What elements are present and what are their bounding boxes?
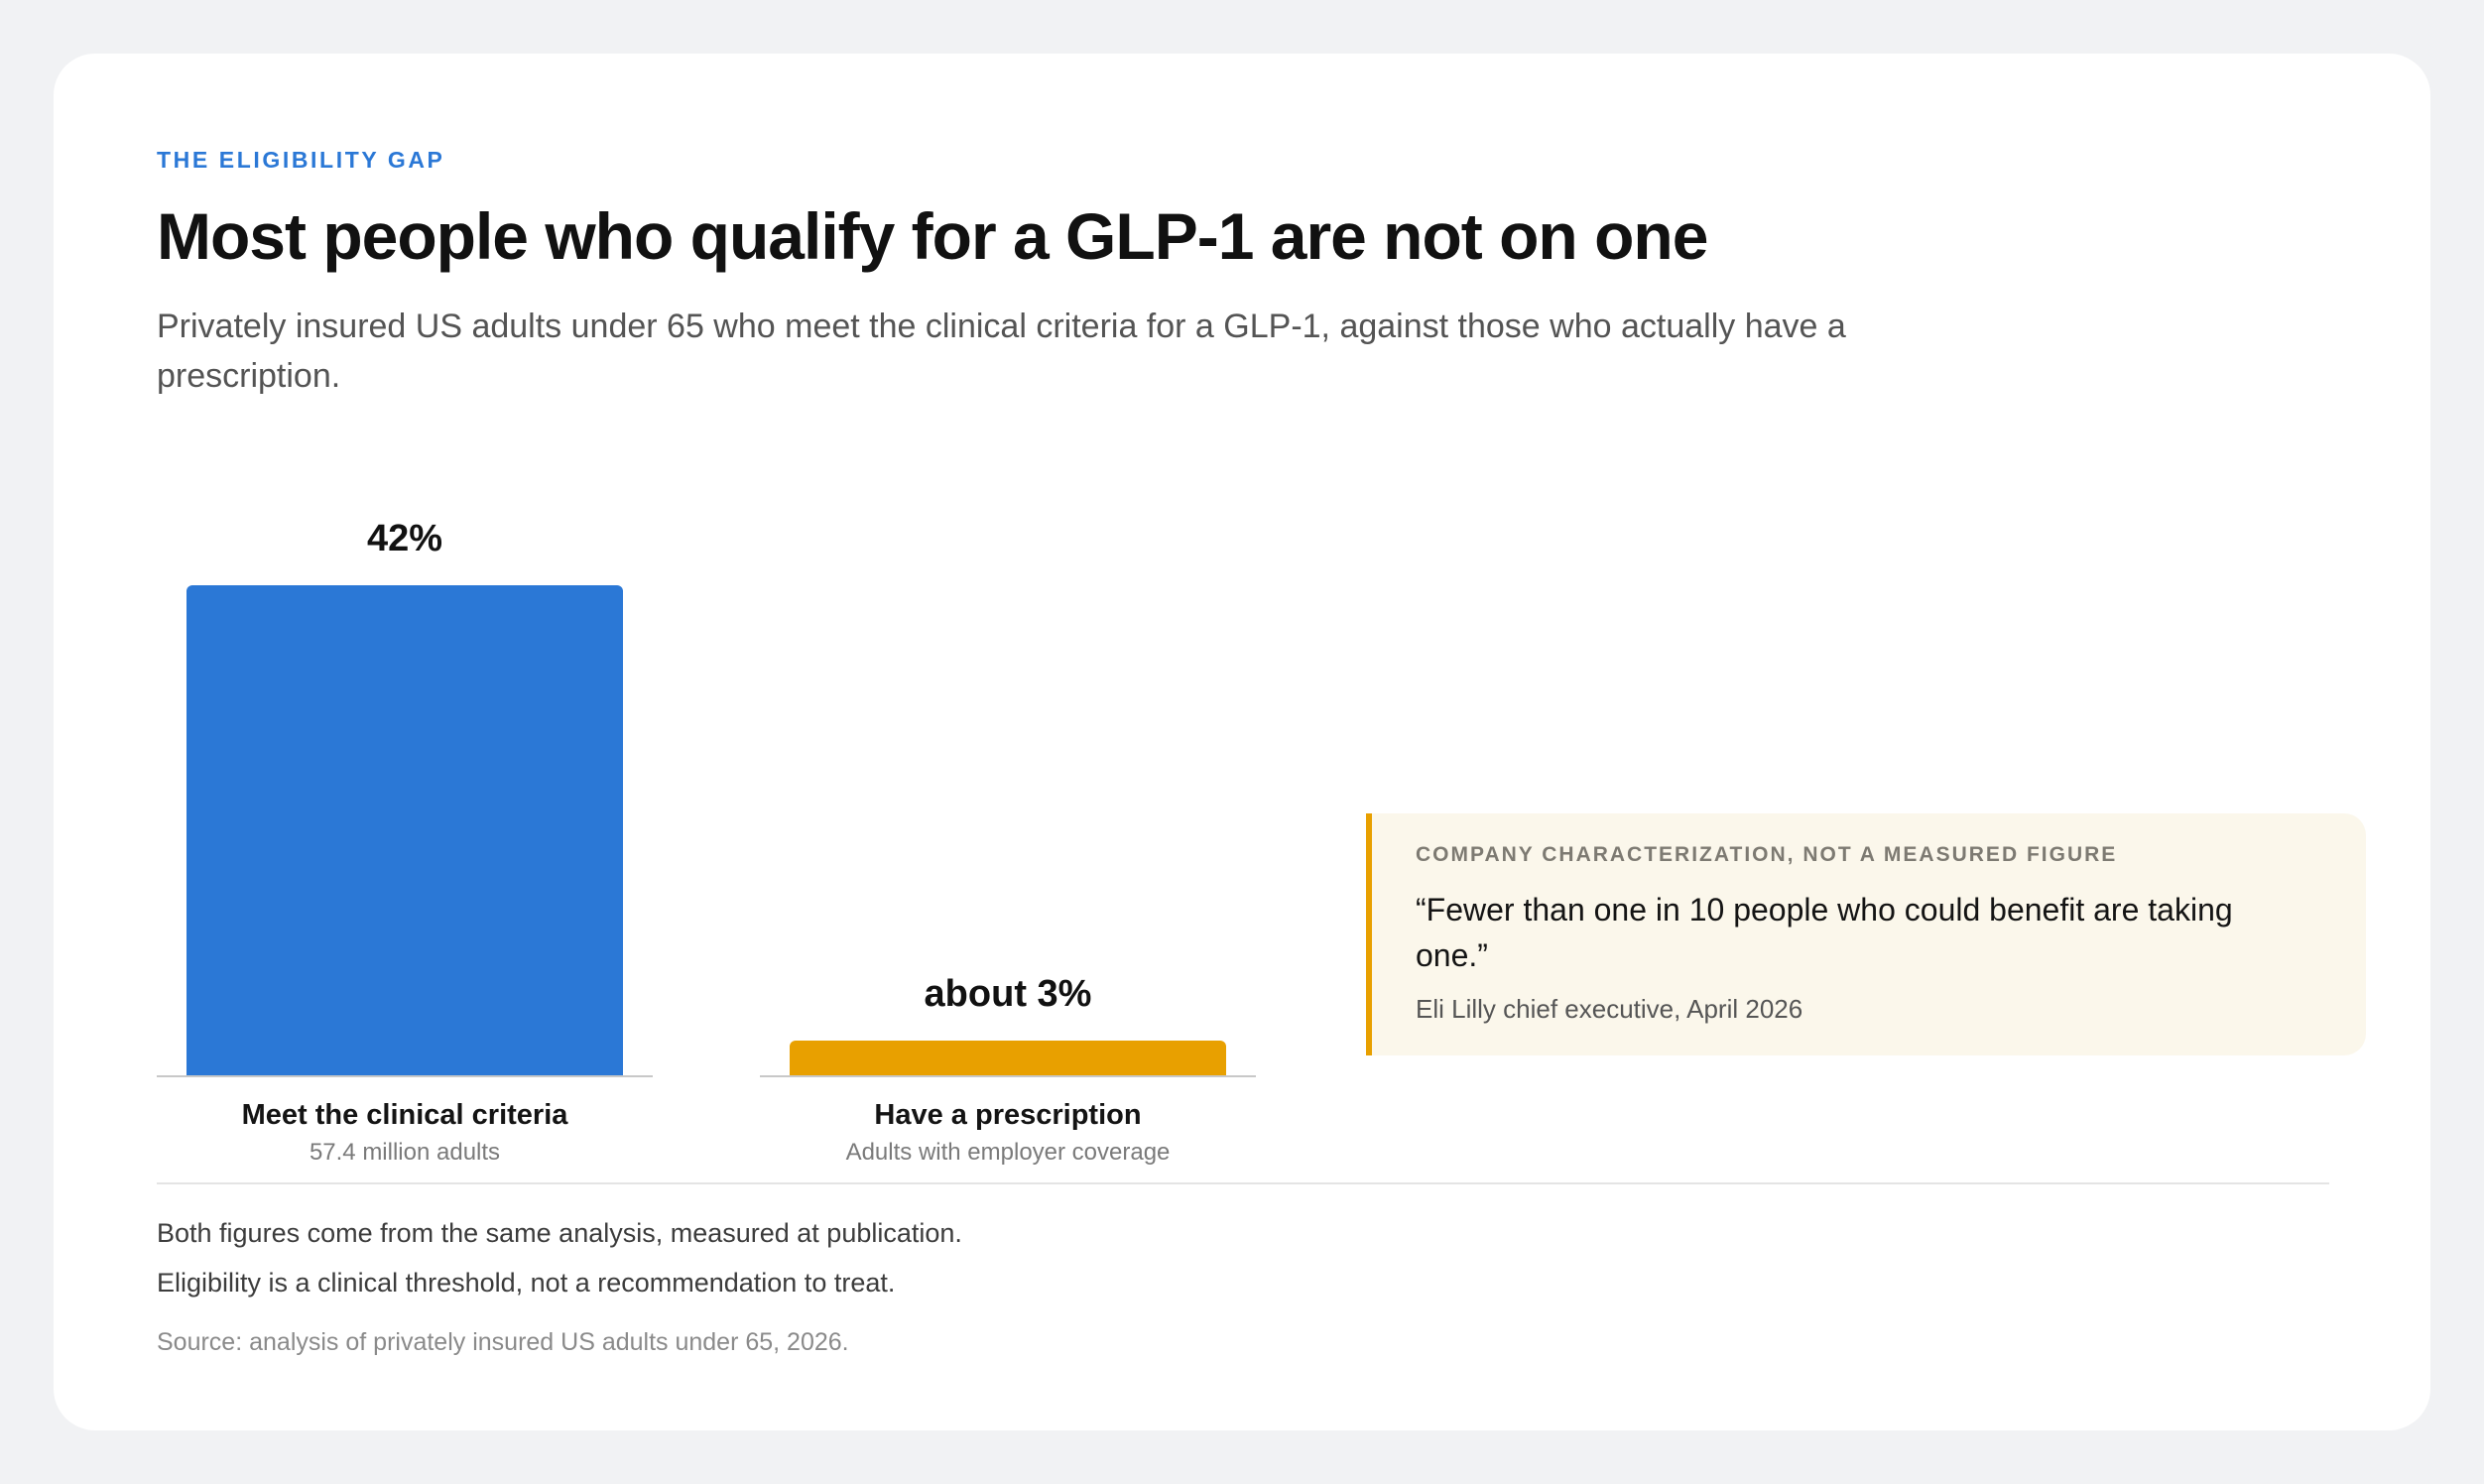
callout-tag: COMPANY CHARACTERIZATION, NOT A MEASURED…: [1416, 843, 2118, 866]
source-note: Source: analysis of privately insured US…: [157, 1328, 849, 1356]
quote-callout: COMPANY CHARACTERIZATION, NOT A MEASURED…: [1366, 813, 2366, 1055]
bar-1: [790, 1040, 1226, 1075]
category-label: Have a prescription: [874, 1099, 1142, 1131]
callout-attribution: Eli Lilly chief executive, April 2026: [1416, 994, 1803, 1024]
eyebrow: THE ELIGIBILITY GAP: [157, 147, 445, 173]
category-subtitle: 57.4 million adults: [309, 1139, 501, 1166]
chart-subtitle: Privately insured US adults under 65 who…: [157, 308, 1846, 395]
callout-quote: “Fewer than one in 10 people who could b…: [1416, 892, 2233, 973]
bar-value-label: 42%: [366, 518, 443, 559]
chart-title: Most people who qualify for a GLP-1 are …: [157, 199, 1708, 273]
note-1: Both figures come from the same analysis…: [157, 1218, 962, 1248]
bar-chart: 42% Meet the clinical criteria 57.4 millio…: [157, 450, 1377, 1204]
divider: [157, 1182, 2329, 1184]
bar-baseline: [157, 1075, 653, 1077]
category-label: Meet the clinical criteria: [241, 1099, 568, 1131]
note-2: Eligibility is a clinical threshold, not…: [157, 1268, 896, 1298]
bar-value-label: about 3%: [924, 972, 1092, 1015]
bar-0: [186, 585, 623, 1075]
bar-baseline: [760, 1075, 1256, 1077]
category-subtitle: Adults with employer coverage: [845, 1139, 1171, 1166]
chart-card: THE ELIGIBILITY GAP Most people who qual…: [54, 54, 2430, 1430]
